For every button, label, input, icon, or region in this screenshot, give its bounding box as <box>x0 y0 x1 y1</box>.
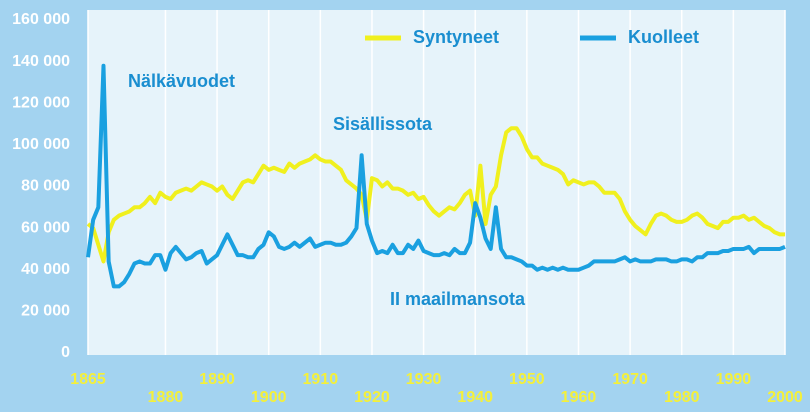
y-tick-label: 0 <box>61 344 70 361</box>
y-tick-label: 40 000 <box>21 261 70 278</box>
y-tick-label: 80 000 <box>21 178 70 195</box>
x-tick-label: 1950 <box>509 371 545 388</box>
annotation: Sisällissota <box>333 114 433 134</box>
x-tick-label: 1940 <box>457 389 493 406</box>
x-tick-label: 2000 <box>767 389 803 406</box>
legend-label: Syntyneet <box>413 27 499 47</box>
x-tick-label: 1960 <box>561 389 597 406</box>
annotation: II maailmansota <box>390 289 526 309</box>
x-tick-label: 1880 <box>148 389 184 406</box>
y-tick-label: 100 000 <box>12 136 70 153</box>
x-tick-label: 1990 <box>716 371 752 388</box>
annotation: Nälkävuodet <box>128 71 235 91</box>
x-tick-label: 1900 <box>251 389 287 406</box>
lines <box>86 63 786 289</box>
legend-label: Kuolleet <box>628 27 699 47</box>
x-tick-label: 1980 <box>664 389 700 406</box>
y-tick-label: 20 000 <box>21 303 70 320</box>
y-tick-label: 140 000 <box>12 53 70 70</box>
x-tick-label: 1910 <box>303 371 339 388</box>
series-line <box>86 63 786 289</box>
grid <box>87 10 786 355</box>
y-tick-label: 60 000 <box>21 219 70 236</box>
x-tick-label: 1865 <box>70 371 106 388</box>
y-tick-label: 160 000 <box>12 11 70 28</box>
series-line <box>86 126 785 264</box>
y-tick-label: 120 000 <box>12 94 70 111</box>
x-tick-label: 1890 <box>199 371 235 388</box>
x-tick-label: 1930 <box>406 371 442 388</box>
x-tick-label: 1970 <box>612 371 648 388</box>
x-tick-label: 1920 <box>354 389 390 406</box>
